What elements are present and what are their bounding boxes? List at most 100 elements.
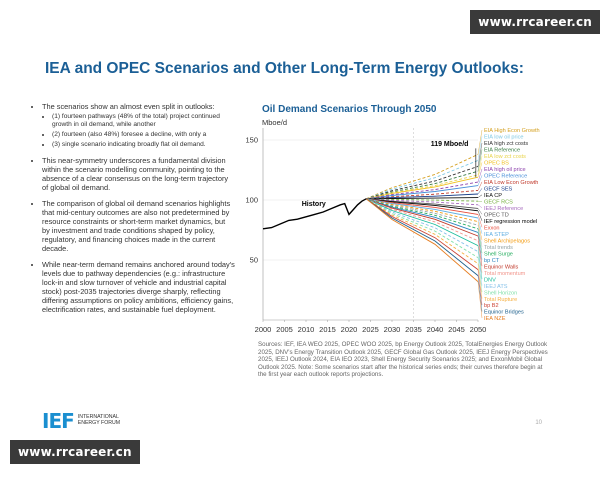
- scenario-label: EIA Low Econ Growth: [484, 180, 538, 186]
- label-connector: [477, 149, 483, 172]
- label-connector: [477, 281, 483, 319]
- label-connector: [477, 269, 483, 306]
- label-connector: [477, 136, 483, 161]
- scenario-line: [365, 198, 479, 282]
- bullet-item: This near-symmetry underscores a fundame…: [42, 156, 235, 192]
- x-tick-label: 2050: [470, 325, 487, 334]
- label-connector: [477, 142, 483, 167]
- label-connector: [477, 188, 483, 195]
- label-connector: [477, 129, 483, 155]
- sub-bullet-item: (3) single scenario indicating broadly f…: [52, 141, 235, 149]
- scenario-label: EIA High Econ Growth: [484, 128, 540, 134]
- label-connector: [477, 168, 483, 183]
- scenario-line: [366, 198, 479, 247]
- bullet-item: While near-term demand remains anchored …: [42, 260, 235, 314]
- scenario-label: OPEC TD: [484, 212, 509, 218]
- label-connector: [477, 210, 483, 221]
- scenario-label: Equinor Bridges: [484, 310, 524, 316]
- label-connector: [477, 228, 483, 254]
- logo-mark: IEF: [42, 409, 75, 433]
- y-tick-label: 150: [245, 136, 258, 145]
- scenario-label: GECF RCS: [484, 200, 513, 206]
- scenario-line: [365, 198, 479, 276]
- x-tick-label: 2020: [341, 325, 358, 334]
- label-connector: [477, 208, 483, 215]
- watermark-top: www.rrcareer.cn: [470, 10, 600, 34]
- x-tick-label: 2040: [427, 325, 444, 334]
- x-tick-label: 2000: [255, 325, 272, 334]
- ief-logo: IEF INTERNATIONAL ENERGY FORUM: [42, 409, 126, 433]
- scenario-label: Shell Horizon: [484, 290, 517, 296]
- scenario-label: OPEC BS: [484, 161, 509, 167]
- scenario-label: Total Rupture: [484, 297, 517, 303]
- scenario-label: Total trends: [484, 245, 513, 251]
- x-tick-label: 2005: [276, 325, 293, 334]
- label-connector: [477, 217, 483, 234]
- label-connector: [477, 225, 483, 247]
- label-connector: [477, 275, 483, 312]
- label-connector: [477, 194, 483, 198]
- scenario-label: Shell Surge: [484, 251, 513, 257]
- x-tick-label: 2030: [384, 325, 401, 334]
- scenario-label: IEEJ Reference: [484, 206, 523, 212]
- sub-bullet-item: (1) fourteen pathways (48% of the total)…: [52, 113, 235, 129]
- label-connector: [477, 175, 483, 186]
- scenario-line: [365, 198, 479, 252]
- scenario-line: [366, 198, 479, 242]
- x-tick-label: 2045: [448, 325, 465, 334]
- history-line: [262, 198, 367, 230]
- label-connector: [477, 263, 483, 299]
- label-connector: [477, 235, 483, 267]
- scenario-label: OPEC Reference: [484, 174, 527, 180]
- scenario-line: [366, 198, 479, 226]
- label-connector: [477, 214, 483, 228]
- label-connector: [477, 245, 483, 280]
- scenario-line: [366, 181, 479, 200]
- watermark-bottom: www.rrcareer.cn: [10, 440, 140, 464]
- scenario-line: [366, 198, 479, 237]
- label-connector: [477, 232, 483, 260]
- page-number: 10: [535, 420, 542, 426]
- scenario-line: [366, 198, 479, 223]
- scenario-label: Shell Archipelagos: [484, 238, 530, 244]
- label-connector: [477, 251, 483, 286]
- x-tick-label: 2010: [298, 325, 315, 334]
- x-tick-label: 2015: [319, 325, 336, 334]
- logo-text: INTERNATIONAL ENERGY FORUM: [77, 414, 121, 426]
- scenario-label: IEA NZE: [484, 316, 506, 322]
- scenario-line: [365, 198, 479, 258]
- scenario-line: [366, 176, 479, 200]
- label-connector: [477, 155, 483, 175]
- bullet-item: The scenarios show an almost even split …: [42, 102, 235, 149]
- scenario-label: EIA low zct costs: [484, 154, 526, 160]
- slide-title: IEA and OPEC Scenarios and Other Long-Te…: [45, 60, 524, 77]
- label-connector: [477, 257, 483, 293]
- scenario-line: [366, 153, 479, 200]
- scenario-label: IEEJ ATS: [484, 284, 508, 290]
- x-tick-label: 2025: [362, 325, 379, 334]
- scenario-label: IEA STEP: [484, 232, 509, 238]
- scenario-line: [366, 185, 479, 200]
- scenario-label: Exxon: [484, 225, 500, 231]
- scenario-label: DNV: [484, 277, 496, 283]
- scenario-label: EIA Reference: [484, 148, 520, 154]
- scenario-label: EIA high oil price: [484, 167, 526, 173]
- label-connector: [477, 240, 483, 273]
- scenario-label: EIA low oil price: [484, 135, 523, 141]
- scenario-label: bp CT: [484, 258, 500, 264]
- scenario-line: [366, 170, 479, 200]
- scenario-label: EIA high zct costs: [484, 141, 528, 147]
- scenario-label: Equinor Walls: [484, 264, 519, 270]
- annotation-119: 119 Mboe/d: [431, 141, 469, 148]
- chart-title: Oil Demand Scenarios Through 2050: [262, 104, 437, 115]
- sources-note: Sources: IEF, IEA WEO 2025, OPEC WOO 202…: [258, 341, 548, 379]
- y-tick-label: 50: [250, 256, 258, 265]
- y-axis-unit: Mboe/d: [262, 118, 288, 127]
- scenario-label: IEF regression model: [484, 219, 537, 225]
- bullet-text: The scenarios show an almost even split …: [42, 102, 215, 111]
- sub-bullet-item: (2) fourteen (also 48%) foresee a declin…: [52, 131, 235, 139]
- scenario-line: [366, 198, 479, 219]
- bullet-item: The comparison of global oil demand scen…: [42, 199, 235, 253]
- y-tick-label: 100: [245, 196, 258, 205]
